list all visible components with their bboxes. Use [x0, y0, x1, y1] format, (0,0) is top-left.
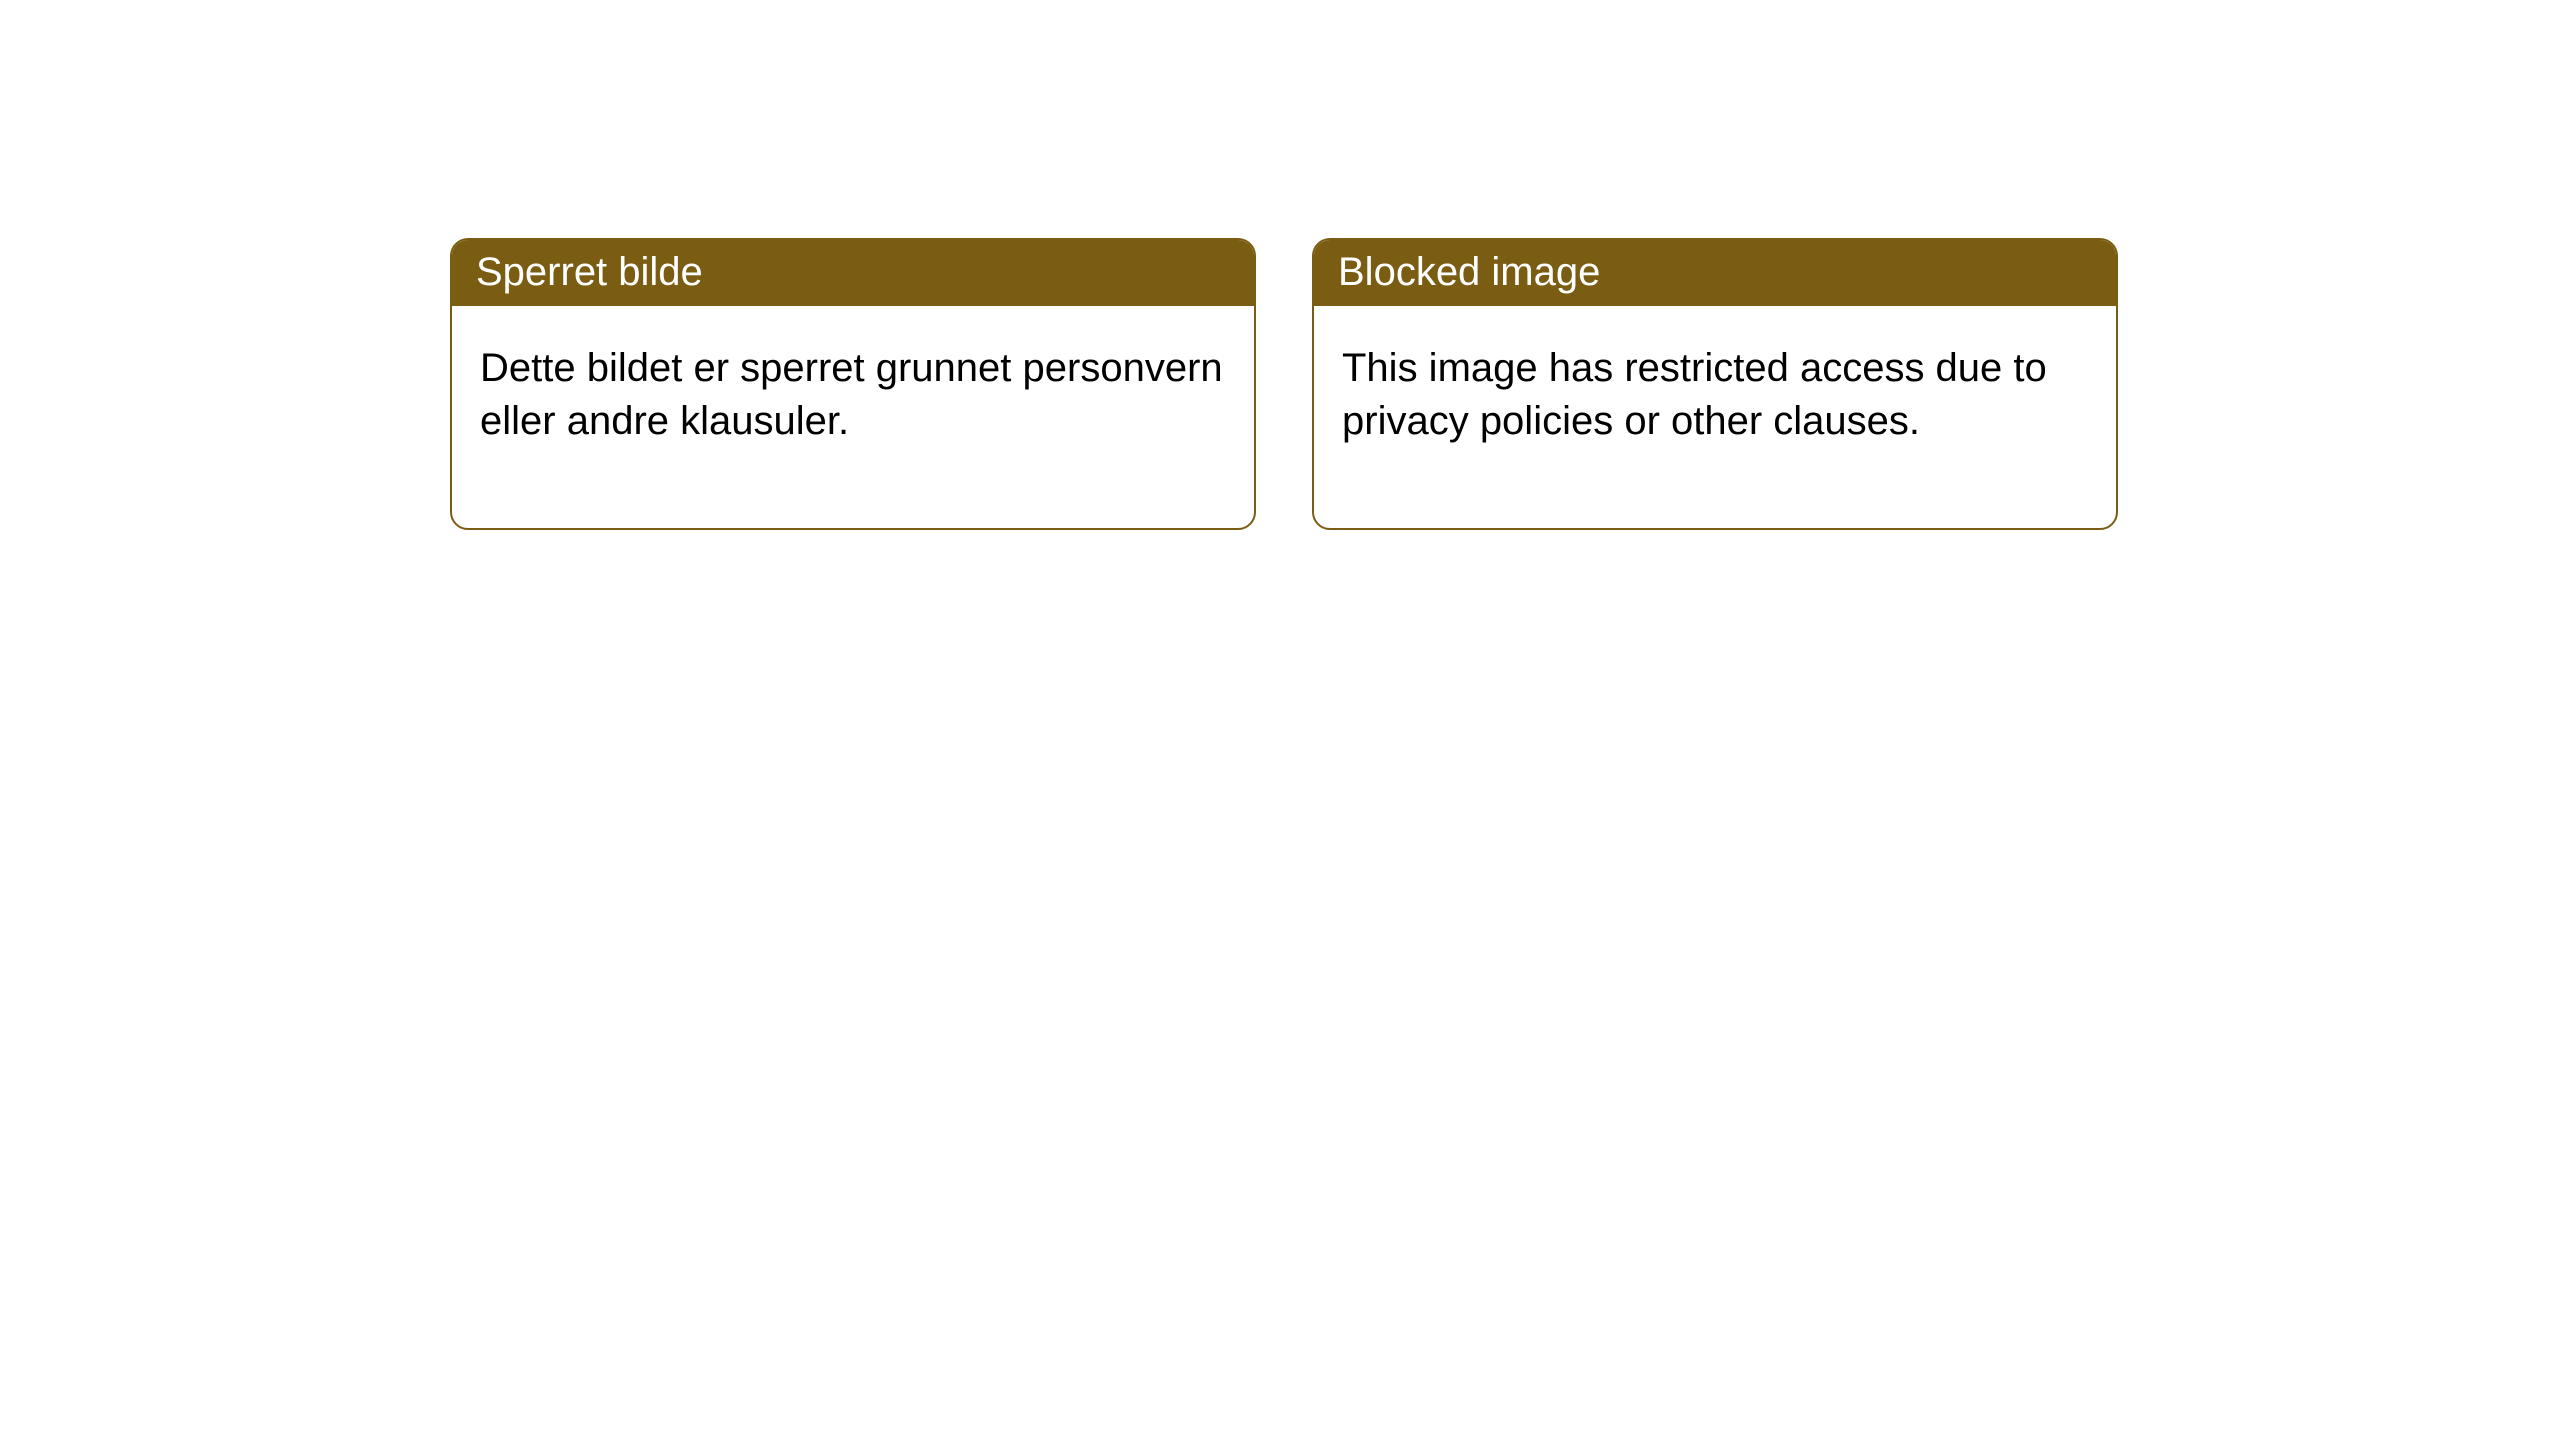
- notice-card-english: Blocked image This image has restricted …: [1312, 238, 2118, 530]
- notice-body: This image has restricted access due to …: [1314, 306, 2116, 528]
- notice-body: Dette bildet er sperret grunnet personve…: [452, 306, 1254, 528]
- notice-container: Sperret bilde Dette bildet er sperret gr…: [0, 0, 2560, 530]
- notice-card-norwegian: Sperret bilde Dette bildet er sperret gr…: [450, 238, 1256, 530]
- notice-header: Blocked image: [1314, 240, 2116, 306]
- notice-header: Sperret bilde: [452, 240, 1254, 306]
